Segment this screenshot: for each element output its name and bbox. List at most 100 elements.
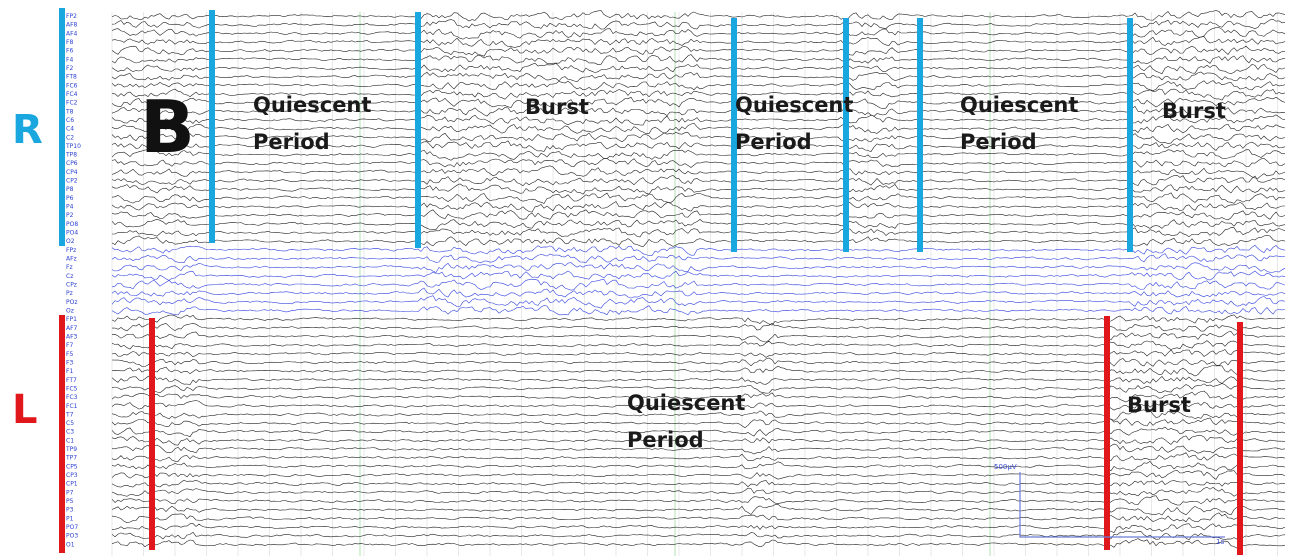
channel-label: Cz [66, 273, 73, 280]
channel-label: CP3 [66, 472, 78, 479]
channel-label: AF4 [66, 30, 78, 37]
eeg-trace [111, 322, 1286, 332]
channel-label: FP1 [66, 316, 77, 323]
eeg-trace [111, 426, 1286, 438]
annotation: Burst [1127, 393, 1191, 417]
eeg-trace [111, 340, 1286, 350]
channel-label: TP8 [65, 152, 77, 159]
channel-label: F8 [66, 39, 73, 46]
eeg-trace [111, 105, 1286, 117]
eeg-trace [111, 96, 1286, 109]
channel-label: Fz [66, 264, 73, 271]
channel-label: P8 [66, 186, 74, 193]
panel-label: B [140, 85, 195, 169]
eeg-trace [111, 183, 1286, 195]
channel-label: T7 [65, 411, 74, 418]
channel-label: C3 [66, 429, 74, 436]
channel-label: P3 [66, 507, 74, 514]
channel-label: F6 [66, 48, 73, 55]
annotation: Period [627, 428, 704, 452]
channel-label: C2 [66, 134, 74, 141]
annotation: Quiescent [960, 93, 1078, 117]
channel-label: TP9 [65, 446, 77, 453]
annotation: Quiescent [735, 93, 853, 117]
hemisphere-label: R [12, 107, 43, 153]
channel-label: FPz [66, 247, 76, 254]
channel-label: PO7 [66, 524, 78, 531]
eeg-trace [111, 36, 1286, 48]
eeg-trace [111, 158, 1286, 168]
eeg-trace [111, 234, 1286, 248]
channel-label: AF7 [66, 325, 78, 332]
eeg-trace [111, 435, 1286, 446]
channel-label: CP5 [66, 463, 78, 470]
hemisphere-label: L [12, 387, 38, 433]
annotation: Quiescent [627, 391, 745, 415]
channel-label: CPz [66, 282, 77, 289]
eeg-trace [111, 452, 1286, 462]
eeg-trace [111, 383, 1286, 394]
period-marker [731, 18, 737, 252]
channel-label: FC5 [66, 385, 78, 392]
annotation: Period [253, 130, 330, 154]
eeg-trace [111, 131, 1286, 144]
eeg-trace [111, 80, 1286, 92]
channel-label: CP2 [66, 178, 78, 185]
eeg-trace [111, 54, 1286, 66]
channel-label: C4 [66, 126, 74, 133]
eeg-trace [111, 262, 1286, 273]
period-marker [843, 18, 849, 252]
eeg-trace [112, 227, 1286, 238]
channel-label: Pz [66, 290, 73, 297]
channel-label: P2 [66, 212, 74, 219]
eeg-trace [111, 523, 1286, 533]
eeg-trace [111, 149, 1286, 161]
eeg-trace [111, 331, 1286, 343]
eeg-trace [111, 71, 1286, 83]
eeg-trace [111, 209, 1286, 221]
right-hemisphere-bar [59, 8, 65, 246]
channel-label: O2 [66, 238, 75, 245]
channel-label: C1 [66, 437, 74, 444]
eeg-trace [111, 400, 1286, 411]
eeg-trace [111, 390, 1286, 403]
eeg-trace [111, 45, 1286, 57]
eeg-trace [111, 295, 1286, 309]
eeg-trace [111, 417, 1286, 429]
eeg-trace [111, 201, 1285, 213]
scale-time: 1s [1216, 538, 1224, 546]
eeg-trace [111, 314, 1286, 326]
channel-label: TP7 [65, 455, 77, 462]
annotations: Quiescent Period Burst Quiescent Period Quies… [253, 93, 1226, 452]
annotation: Period [735, 130, 812, 154]
scale-bar [1019, 472, 1225, 538]
eeg-trace [111, 305, 1286, 316]
eeg-trace [111, 486, 1286, 497]
period-marker [1104, 316, 1110, 550]
channel-label: C5 [66, 420, 74, 427]
eeg-trace [111, 374, 1286, 386]
channel-label: FC1 [66, 403, 78, 410]
channel-label: F2 [66, 65, 73, 72]
channel-label: P4 [66, 204, 74, 211]
channel-label: FT7 [66, 377, 77, 384]
channel-label: FP2 [66, 13, 77, 20]
period-marker [149, 318, 155, 550]
eeg-trace [111, 278, 1286, 291]
eeg-trace [111, 349, 1286, 358]
channel-label: FC3 [66, 394, 78, 401]
channel-label: P1 [66, 515, 74, 522]
eeg-trace [111, 88, 1286, 101]
channel-label: AFz [66, 256, 77, 263]
eeg-trace [111, 538, 1286, 549]
eeg-trace [111, 27, 1286, 40]
channel-label: P7 [66, 489, 74, 496]
channel-label: FT8 [66, 74, 77, 81]
eeg-trace [111, 461, 1286, 472]
channel-label: FC2 [66, 100, 78, 107]
eeg-trace [111, 114, 1286, 126]
eeg-trace [111, 495, 1286, 506]
channel-label: PO3 [66, 533, 78, 540]
annotation: Period [960, 130, 1037, 154]
eeg-trace [111, 140, 1286, 152]
